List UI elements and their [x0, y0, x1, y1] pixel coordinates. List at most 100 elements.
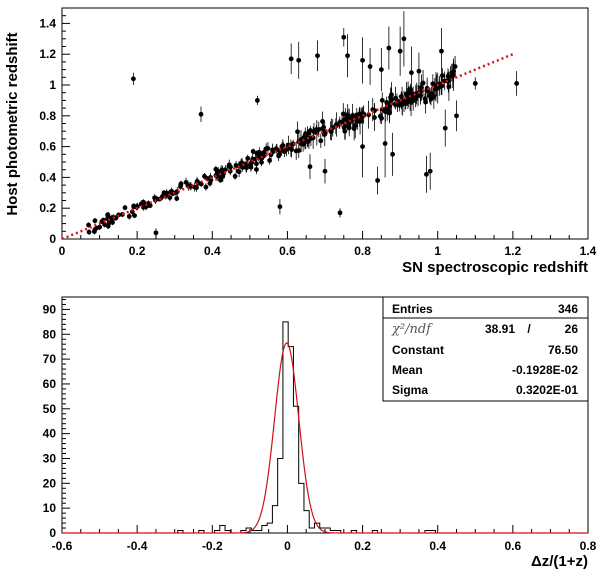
- scatter-point: [401, 90, 407, 112]
- stats-chi-value: 38.91: [485, 322, 515, 336]
- scatter-point: [160, 192, 165, 201]
- scatter-point: [328, 121, 333, 141]
- data-marker: [296, 57, 302, 63]
- data-marker: [427, 168, 433, 174]
- scatter-point: [153, 228, 159, 238]
- scatter-point: [130, 72, 136, 85]
- data-marker: [198, 111, 204, 117]
- scatter-point: [164, 190, 170, 199]
- data-marker: [218, 177, 223, 183]
- data-marker: [183, 179, 189, 185]
- data-marker: [360, 57, 365, 63]
- histogram-y-tick-label: 70: [43, 352, 57, 366]
- data-marker: [194, 185, 199, 191]
- data-marker: [367, 64, 373, 69]
- data-marker: [202, 173, 207, 179]
- data-marker: [377, 113, 383, 119]
- data-marker: [174, 196, 180, 201]
- data-marker: [164, 192, 170, 198]
- data-marker: [250, 149, 256, 154]
- data-marker: [429, 91, 434, 97]
- scatter-point: [232, 172, 238, 180]
- data-marker: [187, 183, 193, 189]
- scatter-y-tick-label: 1: [49, 78, 56, 92]
- scatter-point: [366, 100, 371, 129]
- data-marker: [254, 98, 260, 103]
- stats-chi-separator: /: [527, 322, 531, 336]
- reference-line: [61, 53, 514, 241]
- data-marker: [254, 167, 259, 172]
- data-marker: [131, 204, 137, 210]
- scatter-point: [258, 151, 263, 157]
- scatter-point: [198, 106, 204, 122]
- scatter-point: [315, 40, 320, 72]
- histogram-y-tick-label: 60: [43, 377, 57, 391]
- histogram-panel: -0.6 -0.4 -0.2 0 0.2 0.4 0.6 0.8 0 10 20 30 40 50 60 7…: [43, 296, 597, 570]
- scatter-point: [122, 205, 128, 211]
- scatter-point: [236, 166, 242, 178]
- scatter-point: [420, 69, 426, 97]
- stats-constant-label: Constant: [392, 343, 444, 357]
- data-marker: [311, 129, 317, 135]
- data-marker: [409, 70, 414, 76]
- data-marker: [178, 181, 184, 187]
- scatter-ticks: [61, 7, 589, 240]
- data-marker: [375, 178, 380, 183]
- data-marker: [514, 81, 520, 86]
- scatter-y-tick-label: 1.4: [39, 16, 56, 30]
- data-marker: [152, 195, 157, 201]
- scatter-point: [270, 143, 275, 157]
- data-marker: [379, 97, 385, 103]
- scatter-point: [277, 198, 283, 215]
- scatter-point: [424, 155, 429, 193]
- scatter-point: [265, 142, 271, 155]
- scatter-point: [450, 63, 456, 89]
- scatter-x-tick-label: 0.4: [204, 244, 221, 258]
- histogram-x-axis-label: Δz/(1+z): [531, 553, 588, 570]
- scatter-x-tick-labels: 0 0.2 0.4 0.6 0.8 1 1.2 1.4: [59, 244, 597, 258]
- scatter-point: [435, 72, 441, 104]
- scatter-point: [410, 90, 416, 111]
- data-marker: [397, 48, 403, 54]
- scatter-x-tick-label: 1.4: [580, 244, 597, 258]
- data-marker: [337, 210, 343, 216]
- data-marker: [160, 194, 165, 199]
- data-marker: [259, 159, 264, 165]
- scatter-point: [174, 195, 180, 202]
- data-marker: [382, 141, 388, 146]
- data-marker: [105, 212, 111, 218]
- scatter-point: [126, 213, 132, 220]
- scatter-point: [418, 87, 424, 105]
- data-marker: [346, 115, 352, 121]
- data-marker: [105, 223, 111, 229]
- data-marker: [401, 99, 407, 104]
- scatter-point: [296, 41, 302, 79]
- stats-chi-ndf: 26: [565, 322, 579, 336]
- histogram-y-tick-label: 30: [43, 451, 57, 465]
- histogram-x-tick-label: 0.6: [505, 539, 522, 553]
- scatter-point: [360, 37, 365, 84]
- scatter-point: [454, 100, 459, 132]
- scatter-point: [367, 48, 373, 85]
- data-marker: [372, 115, 377, 120]
- histogram-y-tick-label: 10: [43, 501, 57, 515]
- scatter-point: [442, 109, 448, 147]
- scatter-point: [92, 217, 98, 224]
- scatter-y-tick-label: 0.4: [39, 170, 56, 184]
- scatter-x-tick-label: 0: [59, 244, 66, 258]
- scatter-point: [390, 132, 396, 176]
- scatter-point: [472, 77, 478, 90]
- data-marker: [379, 106, 385, 112]
- data-marker: [318, 138, 324, 144]
- histogram-y-tick-label: 50: [43, 402, 57, 416]
- data-marker: [265, 146, 271, 151]
- scatter-point: [302, 127, 308, 142]
- scatter-point: [295, 121, 300, 142]
- data-marker: [442, 125, 448, 131]
- scatter-point: [378, 48, 384, 92]
- data-marker: [439, 73, 445, 79]
- stats-sigma-value: 0.3202E-01: [516, 383, 578, 397]
- scatter-point: [86, 229, 92, 235]
- histogram-y-tick-label: 80: [43, 327, 57, 341]
